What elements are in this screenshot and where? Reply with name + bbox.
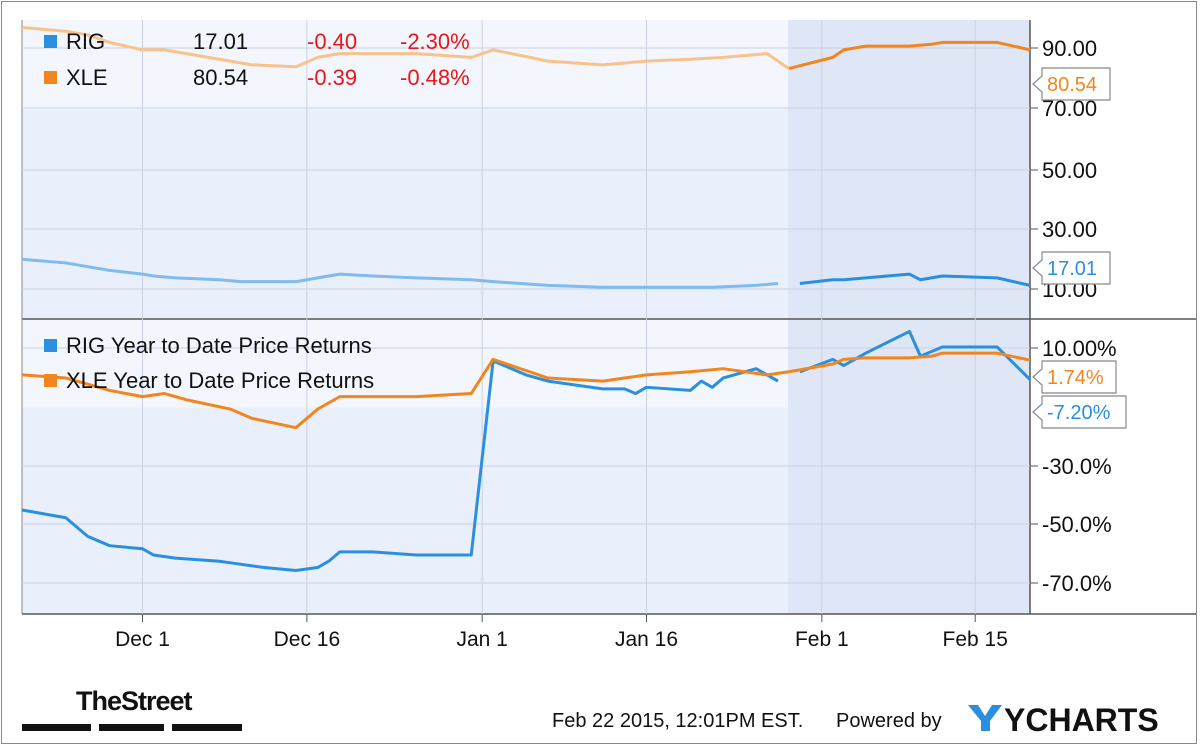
timestamp: Feb 22 2015, 12:01PM EST.: [552, 710, 803, 732]
plot-area-highlight: [22, 319, 788, 408]
value-callout: [1032, 67, 1111, 101]
ycharts-y-icon: [968, 705, 1002, 731]
value-callout-label: 1.74%: [1047, 367, 1104, 389]
legend-swatch: [44, 35, 57, 48]
ycharts-logo: YCHARTS: [1004, 702, 1159, 738]
series-line-rig: [21, 359, 779, 573]
x-tick-label: Jan 16: [615, 628, 678, 651]
gridlines: [21, 20, 1196, 622]
legend-series-name: RIG Year to Date Price Returns: [66, 333, 372, 358]
value-callout: [1032, 251, 1111, 285]
y-tick-label: 90.00: [1042, 36, 1097, 61]
plot-backgrounds: [22, 20, 1030, 614]
legend-change: -0.39: [307, 65, 357, 90]
legends: RIG 17.01 -0.40 -2.30% XLE 80.54 -0.39 -0.48% RI…: [44, 29, 470, 393]
thestreet-logo: TheStreet: [76, 686, 193, 716]
x-tick-label: Feb 1: [795, 628, 849, 651]
x-tick-label: Jan 1: [456, 628, 507, 651]
series-line-rig-recent: [799, 272, 1031, 287]
value-callout: [1032, 360, 1117, 394]
plot-area-highlight: [22, 20, 788, 110]
value-callout-label: -7.20%: [1047, 402, 1111, 424]
axis-ticks: Dec 1 Dec 16 Jan 1 Jan 16 Feb 1 Feb 1590.0070…: [115, 36, 1117, 651]
legend-pct-change: -0.48%: [400, 65, 470, 90]
y-tick-label: 10.00%: [1042, 336, 1117, 361]
value-callout-label: 17.01: [1047, 258, 1097, 280]
y-tick-label: 30.00: [1042, 217, 1097, 242]
thestreet-logo-bar: [172, 724, 242, 731]
x-tick-label: Dec 16: [274, 628, 341, 651]
legend-change: -0.40: [307, 29, 357, 54]
value-callout: [1032, 395, 1127, 429]
legend-price: 80.54: [193, 65, 248, 90]
y-tick-label: -70.0%: [1042, 571, 1112, 596]
legend-price: 17.01: [193, 29, 248, 54]
legend-swatch: [44, 374, 57, 387]
thestreet-logo-bar: [22, 724, 91, 731]
x-tick-label: Feb 15: [943, 628, 1008, 651]
y-tick-label: -30.0%: [1042, 454, 1112, 479]
series-lines: [21, 25, 1032, 573]
series-line-xle: [21, 25, 790, 70]
thestreet-logo-bar: [99, 724, 164, 731]
x-tick-label: Dec 1: [115, 628, 170, 651]
legend-symbol: XLE: [66, 65, 108, 90]
footer: TheStreet Feb 22 2015, 12:01PM EST. Powe…: [22, 686, 1159, 738]
legend-swatch: [44, 339, 57, 352]
legend-swatch: [44, 71, 57, 84]
series-line-xle-recent: [788, 351, 1031, 374]
value-callout-label: 80.54: [1047, 74, 1097, 96]
callouts: 80.54 17.01 1.74% -7.20%: [1032, 67, 1127, 429]
series-line-rig: [21, 257, 779, 289]
powered-by: Powered by: [836, 710, 942, 732]
y-tick-label: -50.0%: [1042, 512, 1112, 537]
series-line-xle-recent: [788, 40, 1031, 71]
legend-series-name: XLE Year to Date Price Returns: [66, 368, 374, 393]
legend-symbol: RIG: [66, 29, 105, 54]
y-tick-label: 50.00: [1042, 158, 1097, 183]
series-line-xle: [21, 357, 790, 430]
legend-pct-change: -2.30%: [400, 29, 470, 54]
